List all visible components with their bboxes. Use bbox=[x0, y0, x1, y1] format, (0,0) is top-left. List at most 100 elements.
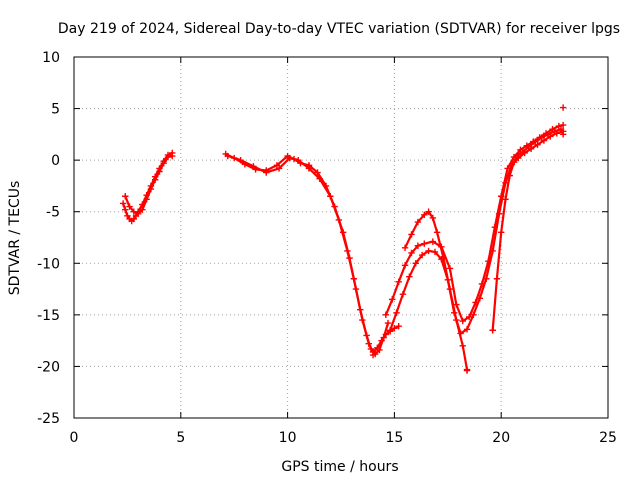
data-point bbox=[519, 148, 526, 156]
x-tick-label: 0 bbox=[70, 430, 79, 446]
data-point bbox=[425, 247, 432, 255]
data-point bbox=[380, 334, 387, 341]
x-tick-label: 20 bbox=[492, 430, 510, 446]
data-point bbox=[391, 325, 398, 332]
series-line-segment-5 bbox=[491, 128, 565, 332]
data-point bbox=[134, 210, 142, 217]
data-point bbox=[421, 240, 428, 247]
data-point bbox=[459, 342, 466, 349]
series-line-segment-3 bbox=[384, 124, 565, 323]
data-point bbox=[431, 248, 439, 256]
data-point bbox=[446, 285, 454, 293]
data-point bbox=[401, 262, 409, 269]
y-tick-label: -20 bbox=[37, 359, 60, 375]
chart-title: Day 219 of 2024, Sidereal Day-to-day VTE… bbox=[58, 21, 620, 37]
data-point bbox=[139, 206, 146, 213]
data-point bbox=[395, 323, 402, 330]
data-point bbox=[147, 185, 155, 193]
y-tick-label: 0 bbox=[51, 153, 60, 169]
data-point bbox=[164, 153, 172, 161]
data-point bbox=[275, 165, 283, 172]
x-tick-label: 15 bbox=[385, 430, 403, 446]
axis-ticks: 0 5 10 15 20 25 -25 -20 -15 -10 -5 0 5 10 bbox=[37, 50, 617, 446]
data-point bbox=[412, 260, 419, 267]
data-point bbox=[502, 196, 509, 203]
data-point bbox=[237, 156, 244, 164]
data-point bbox=[327, 193, 334, 200]
data-point bbox=[126, 203, 133, 210]
data-point bbox=[130, 208, 138, 215]
data-point bbox=[414, 242, 422, 249]
data-point bbox=[463, 367, 471, 374]
data-point bbox=[151, 176, 159, 183]
data-point bbox=[433, 229, 441, 236]
data-point bbox=[429, 214, 437, 222]
data-point bbox=[429, 238, 437, 245]
data-point bbox=[525, 143, 533, 150]
data-point bbox=[446, 265, 454, 272]
data-point bbox=[453, 316, 460, 324]
series-line-segment-2 bbox=[224, 152, 400, 354]
data-point bbox=[538, 134, 545, 141]
data-point bbox=[224, 152, 231, 160]
data-point bbox=[263, 169, 270, 176]
data-point bbox=[401, 244, 409, 252]
x-tick-label: 5 bbox=[176, 430, 185, 446]
data-point bbox=[169, 152, 176, 160]
data-point bbox=[357, 306, 364, 313]
data-point bbox=[250, 163, 257, 170]
plot-frame bbox=[73, 56, 609, 419]
data-point bbox=[143, 196, 150, 203]
data-point bbox=[440, 254, 447, 262]
series-line-segment-2b bbox=[226, 154, 390, 356]
data-point bbox=[506, 172, 513, 179]
data-point bbox=[406, 273, 413, 280]
data-series bbox=[119, 104, 567, 374]
data-point bbox=[344, 247, 351, 255]
data-point bbox=[122, 206, 129, 213]
y-tick-label: -15 bbox=[37, 308, 60, 324]
x-axis-label: GPS time / hours bbox=[281, 459, 398, 475]
data-point bbox=[156, 168, 163, 175]
data-point bbox=[414, 218, 422, 226]
data-point bbox=[369, 351, 377, 359]
data-point bbox=[160, 160, 167, 167]
data-point bbox=[367, 345, 375, 353]
data-point bbox=[389, 296, 396, 303]
data-point bbox=[557, 126, 565, 133]
data-point bbox=[559, 131, 567, 138]
data-point bbox=[350, 275, 358, 282]
data-point bbox=[493, 275, 501, 282]
data-point bbox=[384, 319, 392, 327]
data-point bbox=[544, 131, 552, 138]
data-point bbox=[465, 313, 473, 321]
data-point bbox=[122, 193, 129, 200]
y-tick-label: -10 bbox=[37, 256, 60, 272]
x-tick-label: 10 bbox=[279, 430, 297, 446]
data-point bbox=[408, 231, 415, 238]
series-line-segment-3b bbox=[389, 130, 565, 335]
data-point bbox=[489, 247, 496, 255]
data-point bbox=[305, 163, 313, 170]
data-point bbox=[376, 346, 383, 354]
data-point bbox=[421, 211, 428, 219]
data-point bbox=[495, 210, 503, 217]
data-point bbox=[559, 121, 567, 129]
data-point bbox=[532, 138, 539, 145]
data-point bbox=[393, 309, 400, 316]
data-point bbox=[399, 291, 407, 298]
data-point bbox=[408, 249, 415, 257]
data-point bbox=[418, 251, 426, 259]
y-tick-label: -25 bbox=[37, 411, 60, 427]
y-axis-label: SDTVAR / TECUs bbox=[7, 181, 23, 296]
y-tick-label: -5 bbox=[46, 205, 60, 221]
data-point bbox=[483, 275, 490, 282]
data-point bbox=[425, 208, 432, 215]
data-point bbox=[559, 104, 567, 111]
data-point bbox=[382, 311, 390, 319]
grid-lines bbox=[74, 57, 608, 418]
data-point bbox=[119, 200, 127, 207]
series-line-segment-4 bbox=[404, 210, 469, 371]
y-tick-label: 5 bbox=[51, 102, 60, 118]
